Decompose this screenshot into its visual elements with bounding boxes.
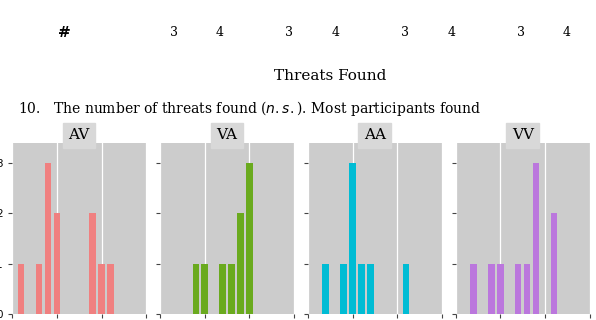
Bar [524, 264, 530, 314]
Bar [533, 164, 539, 314]
Bar [18, 264, 24, 314]
Bar [358, 264, 365, 314]
Text: 4: 4 [331, 26, 340, 39]
Bar [36, 264, 42, 314]
Bar [470, 264, 477, 314]
Bar [246, 164, 253, 314]
Bar [497, 264, 504, 314]
Bar [45, 164, 51, 314]
Bar [322, 264, 329, 314]
Bar [403, 264, 409, 314]
Text: #: # [58, 26, 70, 40]
Bar [340, 264, 347, 314]
Bar [193, 264, 199, 314]
Text: Threats Found: Threats Found [274, 69, 386, 84]
Text: 3: 3 [401, 26, 409, 39]
Text: 3: 3 [285, 26, 293, 39]
Text: 4: 4 [447, 26, 455, 39]
Bar [228, 264, 235, 314]
Bar [89, 213, 96, 314]
Text: 10.   The number of threats found ($\mathit{n.s.}$). Most participants found: 10. The number of threats found ($\mathi… [18, 100, 481, 118]
Bar [551, 213, 557, 314]
Bar [219, 264, 226, 314]
Bar [201, 264, 208, 314]
Text: 3: 3 [517, 26, 524, 39]
Title: AV: AV [69, 128, 90, 142]
Bar [488, 264, 495, 314]
Title: VV: VV [512, 128, 534, 142]
Bar [54, 213, 60, 314]
Text: 4: 4 [563, 26, 571, 39]
Bar [98, 264, 105, 314]
Text: 4: 4 [216, 26, 224, 39]
Bar [367, 264, 374, 314]
Bar [237, 213, 244, 314]
Bar [515, 264, 522, 314]
Text: 3: 3 [170, 26, 178, 39]
Bar [349, 164, 356, 314]
Title: AA: AA [364, 128, 386, 142]
Title: VA: VA [216, 128, 238, 142]
Bar [107, 264, 114, 314]
